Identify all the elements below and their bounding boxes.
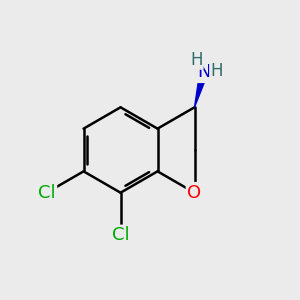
Text: H: H: [190, 51, 203, 69]
Text: H: H: [210, 62, 223, 80]
Text: Cl: Cl: [112, 226, 129, 244]
Text: Cl: Cl: [38, 184, 56, 202]
Text: O: O: [188, 184, 202, 202]
Text: N: N: [197, 63, 211, 81]
Polygon shape: [194, 71, 208, 107]
